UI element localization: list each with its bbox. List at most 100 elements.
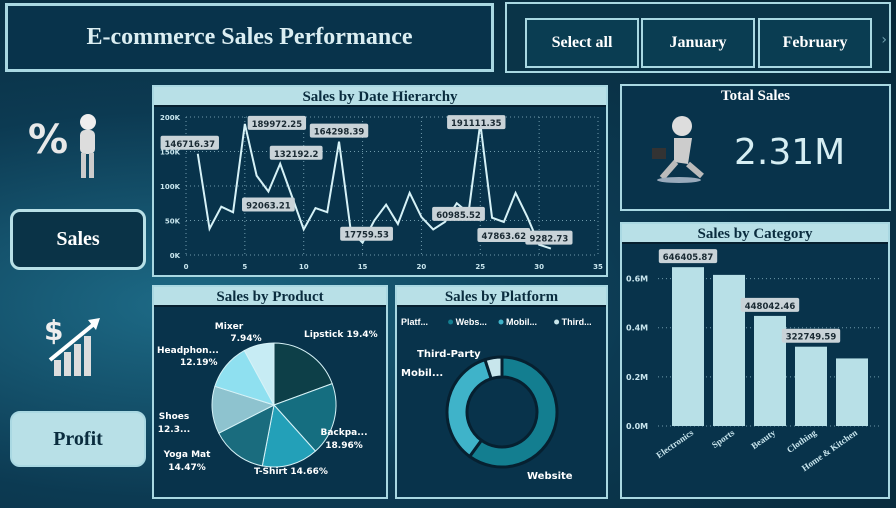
legend-item: Webs...: [456, 317, 487, 327]
y-tick-label: 0.6M: [626, 275, 648, 284]
data-label-bg: [477, 227, 531, 242]
slice-label: 7.94%: [230, 334, 261, 344]
slice-label: 14.47%: [168, 463, 206, 473]
x-tick-label: 0: [184, 263, 189, 271]
legend-marker: [554, 319, 560, 325]
data-label: 448042.46: [745, 302, 796, 312]
slice-label: 12.19%: [180, 358, 218, 368]
slice-website: [467, 355, 559, 469]
y-tick-label: 0.2M: [626, 373, 648, 382]
data-label-bg: [525, 230, 573, 245]
slice-label: Third-Party: [417, 349, 481, 360]
data-label: 132192.2: [274, 150, 319, 160]
data-label: 191111.35: [451, 119, 502, 129]
data-label: 92063.21: [246, 201, 291, 211]
y-tick-label: 0.4M: [626, 324, 648, 333]
svg-text:%: %: [28, 117, 68, 163]
data-label-bg: [432, 206, 485, 221]
slice-label: Mobil...: [401, 368, 443, 379]
bar-clothing: [795, 346, 827, 426]
data-label: 60985.52: [436, 211, 481, 221]
legend-title: Platf...: [401, 317, 428, 327]
data-label-bg: [309, 123, 369, 138]
slice-label: Backpa...: [320, 428, 367, 438]
slice-label: T-Shirt 14.66%: [254, 467, 328, 477]
x-tick-label: Clothing: [785, 427, 819, 455]
sales-by-platform-chart: Sales by Platform Platf... Webs... Mobil..…: [395, 285, 608, 499]
slice-label: Website: [527, 471, 573, 482]
title-box: E-commerce Sales Performance: [5, 3, 494, 72]
chart-title: Sales by Platform: [397, 287, 606, 307]
total-sales-card: Total Sales 2.31M: [620, 84, 891, 211]
percent-figure-icon: %: [28, 108, 108, 183]
x-tick-label: Electronics: [654, 427, 695, 460]
y-tick-label: 100K: [160, 183, 181, 191]
slicer-select-all[interactable]: Select all: [525, 18, 639, 68]
chart-title: Sales by Category: [622, 224, 888, 244]
data-label: 9282.73: [530, 235, 569, 245]
slice-label: Lipstick 19.4%: [304, 330, 378, 340]
data-label: 322749.59: [786, 333, 837, 343]
kpi-title: Total Sales: [720, 88, 791, 104]
bar-electronics: [672, 267, 704, 426]
slice-third-party: [483, 355, 504, 381]
svg-text:$: $: [44, 314, 63, 347]
slice-backpack: [273, 382, 337, 452]
data-label: 646405.87: [663, 253, 714, 263]
slice-yoga-mat: [218, 404, 275, 467]
data-label: 189972.25: [252, 120, 303, 130]
month-slicer: Select all January February ›: [505, 2, 891, 73]
slice-t-shirt: [261, 403, 317, 468]
x-tick-label: 30: [534, 263, 544, 271]
slice-label: Headphon...: [157, 346, 219, 356]
chart-title: Sales by Date Hierarchy: [154, 87, 606, 107]
data-label-bg: [740, 297, 800, 312]
data-label-bg: [781, 328, 841, 343]
data-label: 47863.62: [482, 232, 527, 242]
slicer-january[interactable]: January: [641, 18, 755, 68]
running-figure-icon: [652, 116, 704, 183]
kpi-value: 2.31M: [734, 132, 846, 173]
data-label-bg: [447, 115, 506, 130]
x-tick-label: Beauty: [749, 427, 777, 451]
x-tick-label: 20: [417, 263, 427, 271]
slice-label: Mixer: [215, 322, 244, 332]
data-label-bg: [269, 145, 323, 160]
x-tick-label: 5: [242, 263, 247, 271]
sales-by-category-chart: Sales by Category 0.0M 0.2M 0.4M 0.6M Electr…: [620, 222, 890, 499]
y-tick-label: 0.0M: [626, 422, 648, 431]
bar-beauty: [754, 315, 786, 426]
sales-by-product-chart: Sales by Product Lipstick 19.4% Backpa...…: [152, 285, 388, 499]
bar-home-kitchen: [836, 358, 868, 426]
slice-label: Shoes: [159, 412, 190, 422]
y-tick-label: 150K: [160, 149, 181, 157]
sales-nav-button[interactable]: Sales: [10, 209, 146, 270]
slice-label: 12.3...: [158, 425, 190, 435]
y-tick-label: 200K: [160, 114, 181, 122]
legend-item: Third...: [562, 317, 592, 327]
dollar-growth-icon: $: [44, 310, 104, 380]
x-tick-label: 15: [358, 263, 368, 271]
x-tick-label: Sports: [710, 427, 737, 450]
x-tick-label: 10: [299, 263, 309, 271]
x-tick-label: 25: [475, 263, 485, 271]
data-label-bg: [247, 115, 307, 130]
data-label-bg: [658, 249, 718, 264]
slice-label: Yoga Mat: [163, 450, 212, 460]
page-title: E-commerce Sales Performance: [86, 24, 413, 50]
y-tick-label: 0K: [170, 252, 181, 260]
data-label-bg: [160, 135, 219, 150]
data-label: 164298.39: [314, 128, 365, 138]
data-label-bg: [340, 226, 393, 241]
slice-mixer: [243, 342, 275, 406]
profit-nav-button[interactable]: Profit: [10, 411, 146, 467]
legend-marker: [448, 319, 454, 325]
slicer-february[interactable]: February: [758, 18, 872, 68]
chart-title: Sales by Product: [154, 287, 386, 307]
slice-label: 18.96%: [325, 441, 363, 451]
legend-marker: [498, 319, 504, 325]
x-tick-label: 35: [593, 263, 603, 271]
bar-sports: [713, 274, 745, 426]
chevron-right-icon[interactable]: ›: [881, 32, 887, 48]
data-label: 17759.53: [344, 231, 389, 241]
